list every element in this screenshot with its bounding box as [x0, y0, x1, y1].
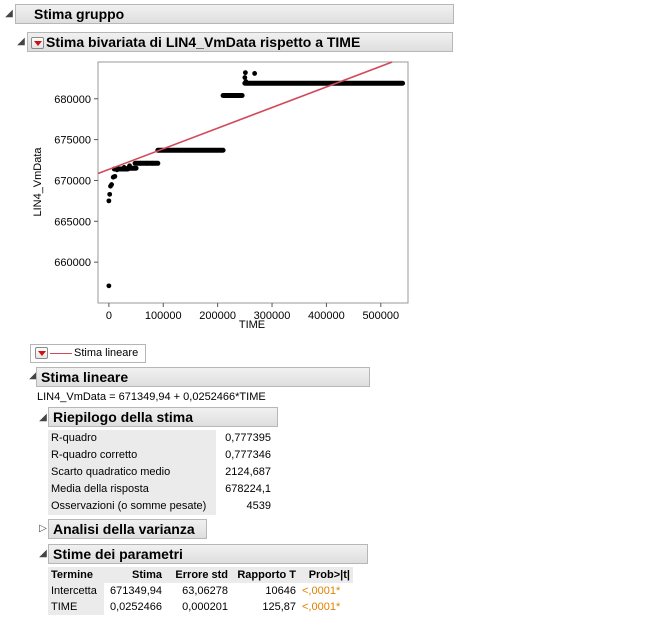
- tratio-cell: 10646: [265, 585, 296, 597]
- collapse-group-icon[interactable]: ◢: [5, 8, 13, 19]
- col-header-estimate: Stima: [104, 567, 165, 583]
- term-cell: Intercetta: [48, 583, 104, 599]
- anova-title: Analisi della varianza: [53, 521, 195, 537]
- x-tick-label: 0: [106, 310, 112, 322]
- col-header-term: Termine: [48, 567, 104, 583]
- tratio-cell: 125,87: [262, 601, 296, 613]
- estimate-cell: 671349,94: [110, 585, 162, 597]
- summary-value: 4539: [246, 500, 271, 512]
- group-header: Stima gruppo: [15, 4, 454, 24]
- linear-fit-title: Stima lineare: [41, 369, 129, 385]
- summary-label: R-quadro: [48, 430, 216, 447]
- summary-table: R-quadro 0,777395 R-quadro corretto 0,77…: [48, 430, 274, 515]
- data-point: [114, 167, 120, 173]
- legend-line-swatch: [50, 353, 72, 354]
- estimate-cell: 0,0252466: [110, 601, 162, 613]
- x-tick-label: 100000: [145, 310, 182, 322]
- y-tick-label: 675000: [54, 135, 91, 147]
- y-tick-label: 665000: [54, 216, 91, 228]
- summary-title: Riepilogo della stima: [53, 409, 194, 425]
- data-point: [132, 160, 138, 166]
- linear-fit-header: Stima lineare: [36, 367, 370, 387]
- x-tick-label: 500000: [362, 310, 399, 322]
- data-point: [242, 70, 248, 76]
- summary-label: Osservazioni (o somme pesate): [48, 498, 216, 515]
- params-title: Stime dei parametri: [53, 546, 183, 562]
- collapse-linear-fit-icon[interactable]: ◢: [29, 370, 37, 381]
- y-tick-label: 670000: [54, 175, 91, 187]
- y-axis-label: LIN4_VmData: [32, 147, 44, 217]
- anova-header[interactable]: Analisi della varianza: [48, 519, 207, 539]
- params-header: Stime dei parametri: [48, 544, 368, 564]
- stderr-cell: 63,06278: [182, 585, 228, 597]
- x-tick-label: 300000: [254, 310, 291, 322]
- data-point: [112, 173, 118, 179]
- legend-box: Stima lineare: [30, 344, 146, 363]
- summary-value: 678224,1: [225, 483, 271, 495]
- plot-frame: [97, 61, 409, 304]
- data-point: [121, 164, 127, 170]
- y-tick-label: 680000: [54, 94, 91, 106]
- summary-value: 0,777346: [225, 449, 271, 461]
- prob-cell: <,0001*: [302, 585, 341, 597]
- data-point: [106, 283, 112, 289]
- data-point: [106, 198, 112, 204]
- y-tick-label: 660000: [54, 257, 91, 269]
- data-point: [243, 79, 249, 85]
- params-table: Termine Stima Errore std Rapporto T Prob…: [48, 567, 353, 615]
- scatter-plot: 660000 665000 670000 675000 680000 0 100000 20…: [32, 61, 409, 331]
- summary-label: R-quadro corretto: [48, 447, 216, 464]
- prob-cell: <,0001*: [302, 601, 341, 613]
- data-point: [252, 71, 258, 76]
- data-point: [242, 75, 248, 80]
- group-title: Stima gruppo: [34, 6, 125, 22]
- x-tick-label: 400000: [308, 310, 345, 322]
- legend-label: Stima lineare: [74, 347, 139, 359]
- summary-value: 0,777395: [225, 432, 271, 444]
- collapse-bivariate-icon[interactable]: ◢: [17, 36, 25, 47]
- data-point: [138, 160, 143, 166]
- col-header-tratio: Rapporto T: [231, 567, 299, 583]
- table-row: Intercetta 671349,94 63,06278 10646 <,00…: [48, 583, 353, 599]
- table-row: Scarto quadratico medio 2124,687: [48, 464, 274, 481]
- fit-line: [97, 61, 393, 175]
- fit-equation: LIN4_VmData = 671349,94 + 0,0252466*TIME: [37, 391, 266, 403]
- data-point: [144, 160, 150, 166]
- collapse-params-icon[interactable]: ◢: [39, 548, 47, 559]
- table-header-row: Termine Stima Errore std Rapporto T Prob…: [48, 567, 353, 583]
- data-point: [107, 191, 113, 197]
- summary-label: Scarto quadratico medio: [48, 464, 216, 481]
- bivariate-title: Stima bivariata di LIN4_VmData rispetto …: [46, 34, 361, 50]
- data-point: [149, 160, 155, 166]
- expand-anova-icon[interactable]: ▷: [39, 523, 47, 534]
- table-row: TIME 0,0252466 0,000201 125,87 <,0001*: [48, 599, 353, 615]
- x-axis-label: TIME: [239, 319, 265, 331]
- table-row: R-quadro corretto 0,777346: [48, 447, 274, 464]
- bivariate-header: Stima bivariata di LIN4_VmData rispetto …: [27, 32, 453, 52]
- data-point: [109, 182, 114, 187]
- bivariate-menu-button[interactable]: [31, 37, 44, 49]
- summary-value: 2124,687: [225, 466, 271, 478]
- term-cell: TIME: [48, 599, 104, 615]
- x-tick-label: 200000: [199, 310, 236, 322]
- table-row: R-quadro 0,777395: [48, 430, 274, 447]
- col-header-stderr: Errore std: [165, 567, 231, 583]
- summary-label: Media della risposta: [48, 481, 216, 498]
- summary-header: Riepilogo della stima: [48, 407, 278, 427]
- table-row: Media della risposta 678224,1: [48, 481, 274, 498]
- stderr-cell: 0,000201: [182, 601, 228, 613]
- col-header-prob: Prob>|t|: [299, 567, 353, 583]
- legend-menu-button[interactable]: [35, 347, 48, 359]
- table-row: Osservazioni (o somme pesate) 4539: [48, 498, 274, 515]
- collapse-summary-icon[interactable]: ◢: [39, 412, 47, 423]
- data-point: [127, 163, 132, 169]
